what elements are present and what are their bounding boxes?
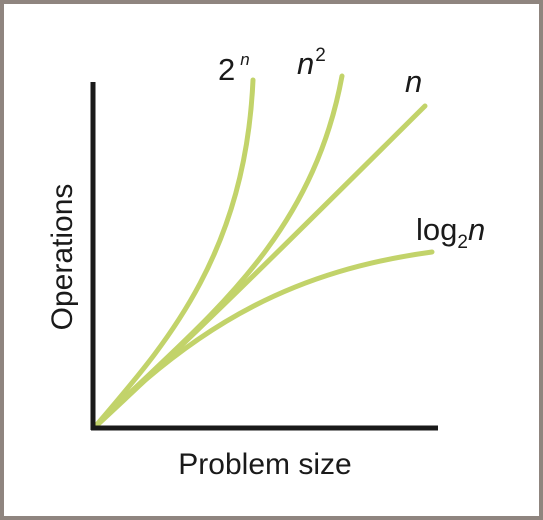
series-label-quadratic: n2 [297, 45, 326, 81]
series-label-linear: n [405, 64, 422, 99]
y-axis-title: Operations [46, 184, 79, 331]
series-line-quadratic [91, 73, 345, 431]
series-label-logarithmic: log2n [416, 212, 485, 253]
series-line-exponential [91, 77, 256, 431]
x-axis-title: Problem size [178, 448, 351, 481]
series-line-logarithmic [91, 249, 435, 431]
